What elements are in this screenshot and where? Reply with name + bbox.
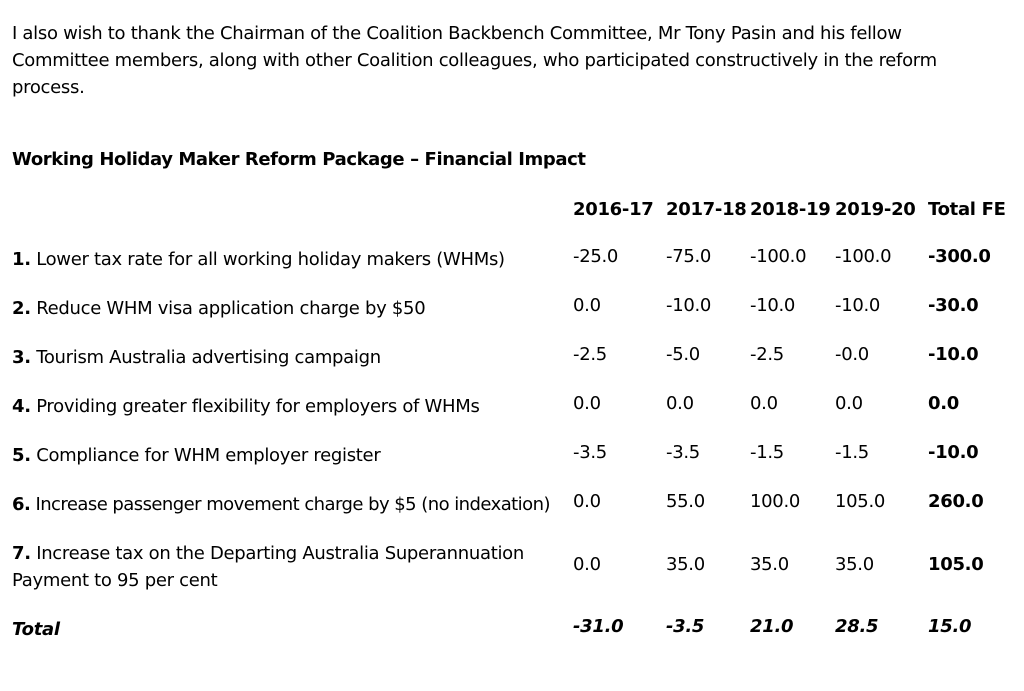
row-text: Increase passenger movement charge by $5…: [35, 494, 550, 515]
row-label: 7. Increase tax on the Departing Austral…: [12, 540, 532, 594]
cell-total-fe: -10.0: [928, 442, 979, 463]
column-header-2018-19: 2018-19: [750, 199, 831, 220]
column-header-2016-17: 2016-17: [573, 199, 654, 220]
cell-2017-18: -5.0: [666, 344, 700, 365]
row-number: 5.: [12, 445, 31, 466]
cell-2016-17: -2.5: [573, 344, 607, 365]
cell-total-fe: 105.0: [928, 554, 984, 575]
cell-total-fe: -10.0: [928, 344, 979, 365]
total-2019-20: 28.5: [835, 616, 879, 637]
cell-2017-18: 35.0: [666, 554, 705, 575]
total-2016-17: -31.0: [573, 616, 624, 637]
row-text: Reduce WHM visa application charge by $5…: [36, 298, 426, 319]
cell-2018-19: -1.5: [750, 442, 784, 463]
cell-2019-20: -100.0: [835, 246, 892, 267]
cell-2018-19: -2.5: [750, 344, 784, 365]
cell-2016-17: -3.5: [573, 442, 607, 463]
row-text: Compliance for WHM employer register: [36, 445, 381, 466]
row-text: Increase tax on the Departing Australia …: [12, 543, 524, 591]
cell-2017-18: -75.0: [666, 246, 712, 267]
cell-2016-17: -25.0: [573, 246, 619, 267]
total-total-fe: 15.0: [928, 616, 972, 637]
row-label: 6. Increase passenger movement charge by…: [12, 491, 567, 518]
row-number: 4.: [12, 396, 31, 417]
total-2018-19: 21.0: [750, 616, 794, 637]
cell-2016-17: 0.0: [573, 554, 601, 575]
cell-total-fe: 0.0: [928, 393, 959, 414]
column-header-total-fe: Total FE: [928, 199, 1006, 220]
cell-2016-17: 0.0: [573, 295, 601, 316]
cell-2017-18: -3.5: [666, 442, 700, 463]
cell-2016-17: 0.0: [573, 491, 601, 512]
row-number: 3.: [12, 347, 31, 368]
row-label: 1. Lower tax rate for all working holida…: [12, 246, 567, 273]
intro-paragraph: I also wish to thank the Chairman of the…: [12, 23, 937, 98]
column-header-2017-18: 2017-18: [666, 199, 747, 220]
row-number: 2.: [12, 298, 31, 319]
cell-2019-20: 0.0: [835, 393, 863, 414]
cell-2019-20: -1.5: [835, 442, 869, 463]
cell-2018-19: -100.0: [750, 246, 807, 267]
cell-2018-19: 100.0: [750, 491, 801, 512]
row-label: 3. Tourism Australia advertising campaig…: [12, 344, 567, 371]
cell-2019-20: -10.0: [835, 295, 881, 316]
row-text: Tourism Australia advertising campaign: [36, 347, 381, 368]
total-2017-18: -3.5: [666, 616, 705, 637]
row-text: Providing greater flexibility for employ…: [36, 396, 480, 417]
cell-total-fe: -300.0: [928, 246, 991, 267]
cell-2018-19: -10.0: [750, 295, 796, 316]
cell-2017-18: 0.0: [666, 393, 694, 414]
cell-2016-17: 0.0: [573, 393, 601, 414]
cell-2017-18: -10.0: [666, 295, 712, 316]
cell-2019-20: 35.0: [835, 554, 874, 575]
cell-2018-19: 35.0: [750, 554, 789, 575]
cell-2019-20: 105.0: [835, 491, 886, 512]
cell-2019-20: -0.0: [835, 344, 869, 365]
row-label: 4. Providing greater flexibility for emp…: [12, 393, 567, 420]
row-number: 1.: [12, 249, 31, 270]
table-title: Working Holiday Maker Reform Package – F…: [12, 149, 586, 170]
row-label: 2. Reduce WHM visa application charge by…: [12, 295, 567, 322]
column-header-2019-20: 2019-20: [835, 199, 916, 220]
cell-total-fe: 260.0: [928, 491, 984, 512]
cell-2018-19: 0.0: [750, 393, 778, 414]
row-number: 7.: [12, 543, 31, 564]
cell-total-fe: -30.0: [928, 295, 979, 316]
cell-2017-18: 55.0: [666, 491, 705, 512]
row-number: 6.: [12, 494, 31, 515]
row-label: 5. Compliance for WHM employer register: [12, 442, 567, 469]
total-label: Total: [12, 619, 60, 640]
row-text: Lower tax rate for all working holiday m…: [36, 249, 505, 270]
